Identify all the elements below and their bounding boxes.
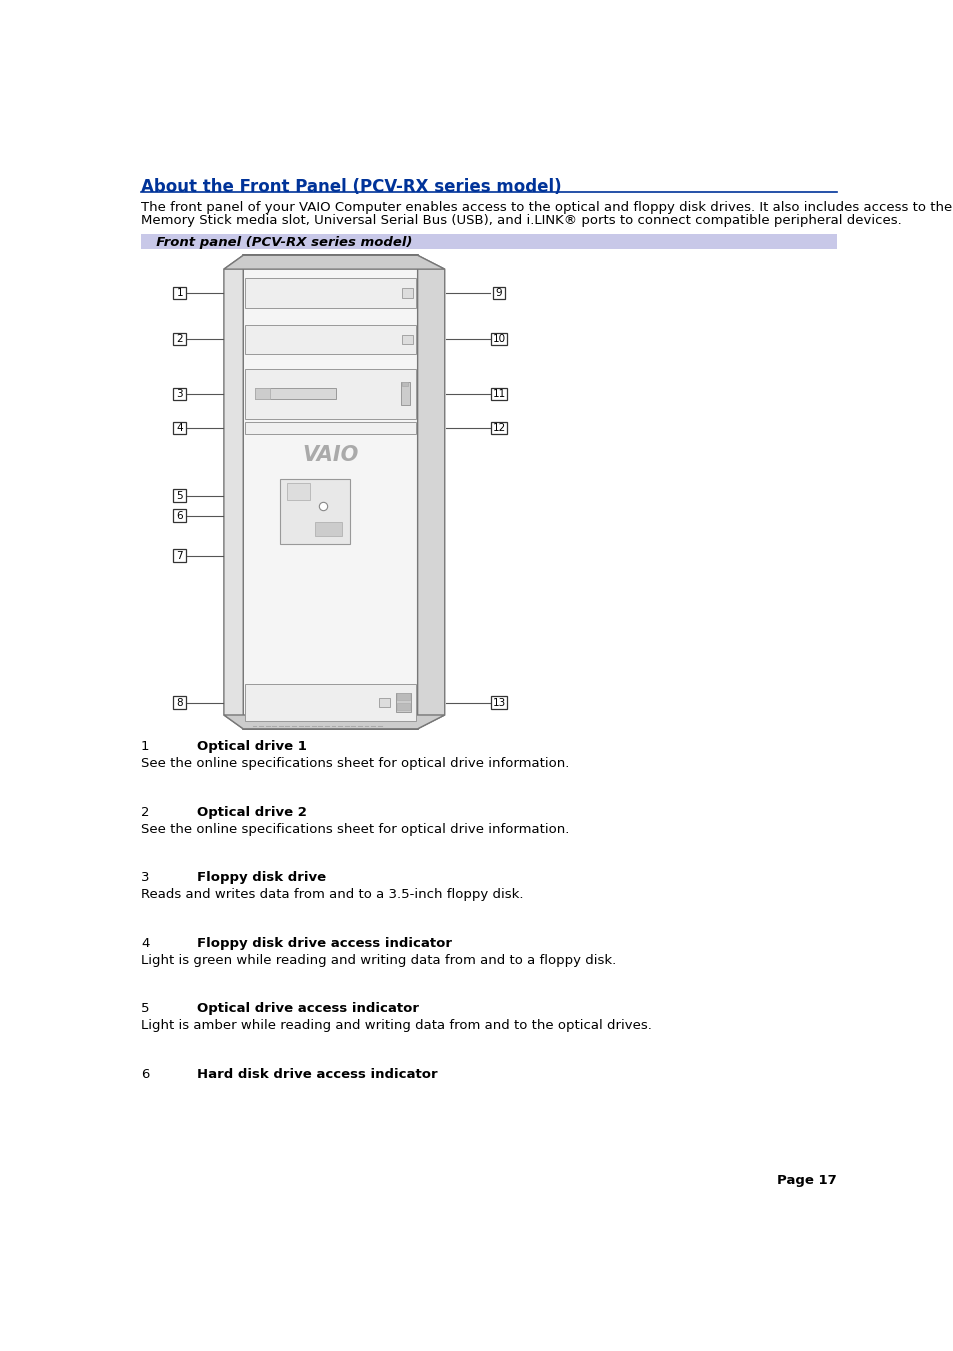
Bar (493, 286, 505, 299)
Text: See the online specifications sheet for optical drive information.: See the online specifications sheet for … (141, 758, 569, 770)
Text: 2: 2 (176, 334, 183, 345)
Text: 11: 11 (492, 389, 505, 399)
Text: Front panel (PCV-RX series model): Front panel (PCV-RX series model) (147, 236, 412, 249)
Bar (243, 255, 417, 728)
Bar (245, 324, 416, 354)
Bar (378, 698, 390, 708)
Bar (173, 489, 186, 501)
Polygon shape (224, 255, 444, 269)
Bar (397, 693, 410, 700)
Text: 4: 4 (141, 936, 150, 950)
Text: VAIO: VAIO (302, 446, 358, 466)
Bar (400, 382, 410, 405)
Bar (395, 693, 411, 712)
Polygon shape (417, 255, 444, 728)
Bar (173, 509, 186, 521)
Text: Optical drive access indicator: Optical drive access indicator (196, 1002, 418, 1015)
Text: 3: 3 (141, 871, 150, 885)
Bar (141, 234, 836, 249)
Text: Reads and writes data from and to a 3.5-inch floppy disk.: Reads and writes data from and to a 3.5-… (141, 888, 523, 901)
Bar (254, 389, 335, 400)
Bar (245, 369, 416, 419)
Bar (286, 484, 310, 500)
Polygon shape (224, 715, 444, 728)
Text: Optical drive 2: Optical drive 2 (196, 805, 306, 819)
Bar (245, 684, 416, 721)
Text: Light is green while reading and writing data from and to a floppy disk.: Light is green while reading and writing… (141, 954, 616, 967)
Text: Optical drive 1: Optical drive 1 (196, 740, 306, 754)
Text: The front panel of your VAIO Computer enables access to the optical and floppy d: The front panel of your VAIO Computer en… (141, 201, 951, 215)
Text: 5: 5 (176, 490, 183, 500)
Bar (402, 335, 413, 345)
Bar (491, 388, 506, 400)
Text: 1: 1 (141, 740, 150, 754)
Text: 10: 10 (492, 334, 505, 345)
Text: 8: 8 (176, 697, 183, 708)
Text: Hard disk drive access indicator: Hard disk drive access indicator (196, 1067, 436, 1081)
Text: 2: 2 (141, 805, 150, 819)
Bar (491, 422, 506, 434)
Text: Memory Stick media slot, Universal Serial Bus (USB), and i.LINK® ports to connec: Memory Stick media slot, Universal Seria… (141, 213, 901, 227)
Text: 13: 13 (492, 697, 505, 708)
Text: Light is amber while reading and writing data from and to the optical drives.: Light is amber while reading and writing… (141, 1019, 651, 1032)
Bar (280, 478, 350, 544)
Text: 5: 5 (141, 1002, 150, 1015)
Bar (245, 422, 416, 434)
Bar (173, 550, 186, 562)
Text: 4: 4 (176, 423, 183, 432)
Text: About the Front Panel (PCV-RX series model): About the Front Panel (PCV-RX series mod… (141, 178, 561, 196)
Bar (491, 697, 506, 709)
Bar (402, 288, 413, 297)
Text: Page 17: Page 17 (777, 1174, 836, 1188)
Text: 1: 1 (176, 288, 183, 299)
Bar (173, 286, 186, 299)
Polygon shape (224, 255, 243, 728)
Text: Floppy disk drive access indicator: Floppy disk drive access indicator (196, 936, 452, 950)
Bar (491, 334, 506, 346)
Bar (173, 697, 186, 709)
Bar (402, 381, 408, 386)
Bar (315, 523, 342, 536)
Bar (397, 703, 410, 709)
Text: 7: 7 (176, 551, 183, 561)
Text: 12: 12 (492, 423, 505, 432)
Text: Floppy disk drive: Floppy disk drive (196, 871, 326, 885)
Text: See the online specifications sheet for optical drive information.: See the online specifications sheet for … (141, 823, 569, 836)
Text: 6: 6 (141, 1067, 150, 1081)
Text: 3: 3 (176, 389, 183, 399)
Text: 6: 6 (176, 511, 183, 520)
Bar (173, 388, 186, 400)
Bar (173, 334, 186, 346)
Bar (173, 422, 186, 434)
Bar (254, 389, 270, 400)
Bar (245, 278, 416, 308)
Text: 9: 9 (496, 288, 502, 299)
